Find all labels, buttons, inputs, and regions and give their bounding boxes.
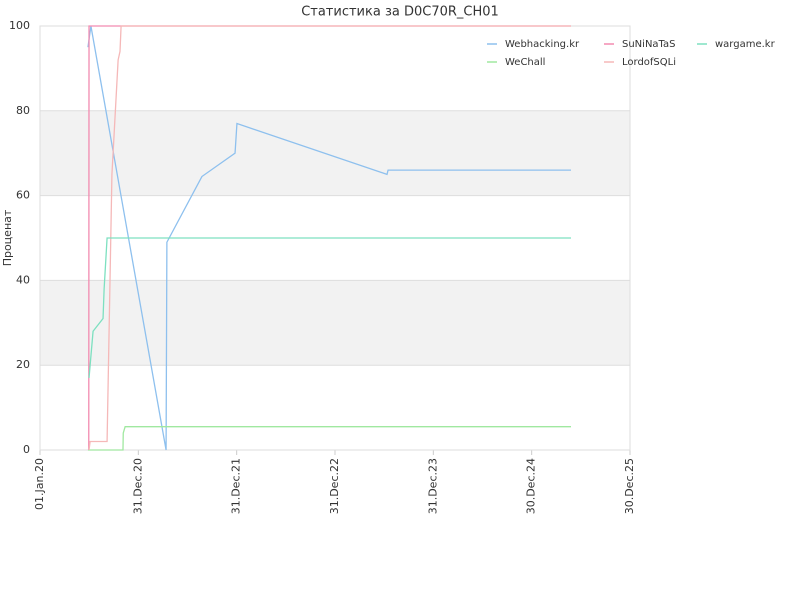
line — [88, 237, 571, 378]
x-tick-label: 30.Dec.25 — [623, 458, 636, 514]
y-tick-label: 60 — [16, 189, 30, 202]
legend-label: SuNiNaTaS — [622, 39, 675, 50]
line — [87, 426, 571, 451]
chart-title: Статистика за D0C70R_CH01 — [301, 5, 499, 20]
y-tick-label: 20 — [16, 358, 30, 371]
line — [88, 25, 571, 451]
x-tick-label: 31.Dec.23 — [426, 458, 439, 514]
y-tick-label: 0 — [23, 443, 30, 456]
x-tick-label: 31.Dec.20 — [131, 458, 144, 514]
y-axis-label: Проценат — [1, 209, 14, 266]
legend-label: wargame.kr — [715, 39, 776, 50]
y-tick-label: 100 — [9, 19, 30, 32]
y-tick-label: 40 — [16, 273, 30, 286]
grid-band — [40, 280, 630, 366]
x-tick-label: 01.Jan.20 — [33, 458, 46, 510]
x-tick-label: 31.Dec.22 — [328, 458, 341, 514]
legend-label: LordofSQLi — [622, 57, 676, 68]
legend-label: WeChall — [505, 57, 545, 68]
x-tick-label: 31.Dec.21 — [230, 458, 243, 514]
x-tick-label: 30.Dec.24 — [525, 458, 538, 514]
grid-band — [40, 110, 630, 196]
y-tick-label: 80 — [16, 104, 30, 117]
legend-label: Webhacking.kr — [505, 39, 580, 50]
